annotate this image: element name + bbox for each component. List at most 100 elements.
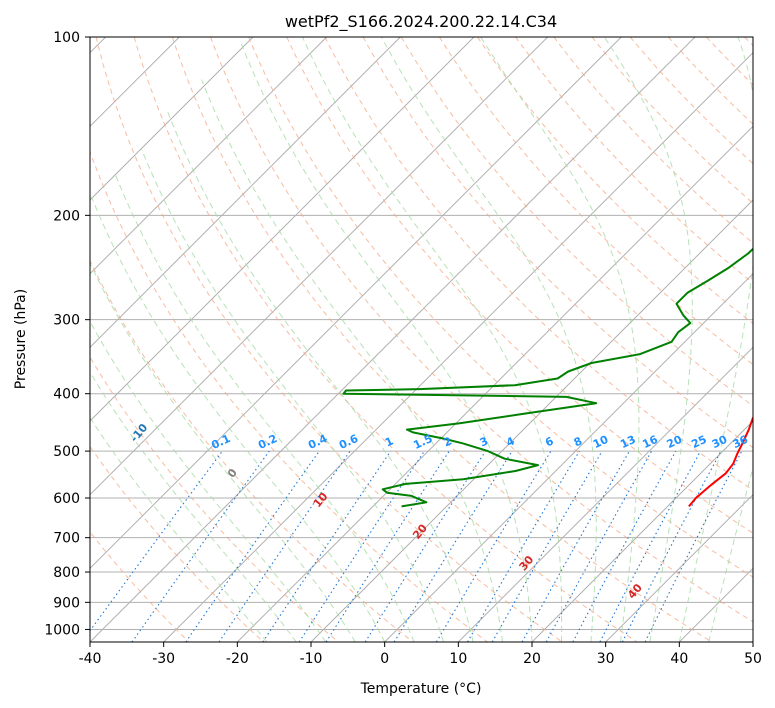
dry-adiabat bbox=[438, 37, 753, 366]
mixing-ratio-label: 16 bbox=[640, 433, 660, 451]
mixing-ratio-line bbox=[131, 450, 270, 642]
dry-adiabat bbox=[515, 37, 753, 284]
mixing-ratio-line bbox=[572, 450, 677, 642]
dry-adiabat bbox=[400, 37, 753, 407]
dry-adiabat bbox=[210, 37, 753, 623]
dry-adiabat bbox=[668, 37, 753, 125]
isotherm-line bbox=[90, 37, 696, 642]
isotherm-line bbox=[678, 567, 753, 642]
y-tick-label: 1000 bbox=[44, 622, 80, 638]
isoline-labels: 0.10.20.40.611.52346810131620253036-100-… bbox=[128, 421, 751, 601]
isotherm-line bbox=[384, 272, 753, 642]
x-tick-label: 30 bbox=[597, 651, 615, 667]
dry-adiabat bbox=[90, 531, 190, 642]
isotherm-line bbox=[90, 37, 549, 496]
y-tick-label: 300 bbox=[53, 313, 80, 329]
y-tick-label: 400 bbox=[53, 387, 80, 403]
moist-adiabat bbox=[708, 465, 753, 642]
dry-adiabat bbox=[706, 37, 753, 86]
isotherm-line bbox=[90, 37, 328, 275]
x-tick-label: 0 bbox=[380, 651, 389, 667]
x-tick-label: 10 bbox=[449, 651, 467, 667]
y-tick-label: 200 bbox=[53, 208, 80, 224]
y-tick-label: 600 bbox=[53, 491, 80, 507]
dry-adiabat bbox=[90, 150, 488, 642]
isotherm-line bbox=[236, 125, 753, 642]
dry-adiabat-label: 20 bbox=[410, 521, 430, 541]
moist-adiabat bbox=[678, 37, 753, 642]
dry-adiabat bbox=[362, 37, 753, 449]
y-tick-label: 900 bbox=[53, 595, 80, 611]
isotherm-line bbox=[752, 641, 753, 642]
dry-adiabat-label: 30 bbox=[517, 553, 537, 573]
dry-adiabat-label: 40 bbox=[625, 581, 645, 601]
mixing-ratio-line bbox=[393, 450, 513, 642]
mixing-ratio-label: 2 bbox=[442, 434, 454, 449]
mixing-ratio-label: 1 bbox=[383, 434, 395, 449]
mixing-ratio-line bbox=[435, 450, 552, 642]
mixing-ratio-label: 6 bbox=[543, 434, 556, 449]
isotherm-line bbox=[90, 37, 401, 349]
isotherm-line bbox=[90, 37, 622, 570]
mixing-ratio-label: 13 bbox=[618, 433, 637, 451]
dry-adiabat bbox=[133, 37, 638, 642]
dry-adiabat bbox=[248, 37, 753, 578]
mixing-ratio-label: 36 bbox=[731, 433, 751, 451]
x-tick-label: 40 bbox=[670, 651, 688, 667]
y-tick-label: 500 bbox=[53, 444, 80, 460]
dry-adiabat-label: -10 bbox=[128, 421, 151, 445]
dry-adiabat bbox=[591, 37, 753, 204]
y-axis-title: Pressure (hPa) bbox=[13, 289, 29, 389]
isotherm-line bbox=[605, 493, 753, 642]
dewpoint-profile-line bbox=[342, 247, 753, 508]
y-tick-label: 700 bbox=[53, 531, 80, 547]
moist-adiabat bbox=[240, 41, 533, 642]
mixing-ratio-line bbox=[185, 450, 320, 642]
isotherm-line bbox=[457, 346, 753, 642]
moist-adiabat bbox=[301, 37, 563, 642]
moist-adiabat bbox=[90, 371, 297, 642]
dry-adiabat bbox=[90, 356, 339, 642]
mixing-ratio-label: 20 bbox=[665, 433, 685, 451]
isotherm-line bbox=[310, 199, 753, 642]
moist-adiabat bbox=[90, 320, 327, 642]
isotherm-line bbox=[90, 37, 475, 422]
dry-adiabat bbox=[629, 37, 753, 165]
isotherm-line bbox=[531, 420, 753, 642]
moist-adiabat bbox=[380, 37, 597, 642]
x-tick-label: -30 bbox=[152, 651, 175, 667]
x-axis-title: Temperature (°C) bbox=[360, 681, 482, 697]
x-tick-label: -40 bbox=[79, 651, 102, 667]
x-tick-label: -10 bbox=[300, 651, 323, 667]
mixing-ratio-label: 30 bbox=[710, 433, 730, 451]
mixing-ratio-label: 3 bbox=[478, 434, 490, 449]
mixing-ratio-line bbox=[364, 450, 486, 642]
mixing-ratio-label: 8 bbox=[572, 434, 584, 449]
y-tick-label: 100 bbox=[53, 30, 80, 46]
mixing-ratio-line bbox=[325, 450, 450, 642]
mixing-ratio-label: 25 bbox=[689, 433, 708, 451]
mixing-ratio-line bbox=[644, 450, 743, 642]
x-tick-label: -20 bbox=[226, 651, 249, 667]
y-tick-label: 800 bbox=[53, 565, 80, 581]
dry-adiabat bbox=[90, 259, 414, 642]
mixing-ratio-line bbox=[90, 450, 223, 632]
moist-adiabat bbox=[91, 196, 386, 642]
moist-adiabat bbox=[90, 261, 356, 642]
moist-adiabat bbox=[167, 112, 474, 642]
mixing-ratio-line bbox=[298, 450, 425, 642]
background-lines bbox=[90, 37, 753, 642]
dry-adiabat bbox=[90, 445, 264, 642]
moist-adiabat bbox=[201, 79, 503, 642]
mixing-ratio-line bbox=[545, 450, 653, 642]
mixing-ratio-line bbox=[262, 450, 392, 642]
moist-adiabat bbox=[114, 173, 415, 642]
mixing-ratio-label: 10 bbox=[591, 433, 611, 451]
mixing-ratio-label: 0.1 bbox=[209, 432, 232, 452]
isotherm-line bbox=[90, 37, 254, 201]
mixing-ratio-line bbox=[467, 450, 580, 642]
moist-adiabat bbox=[140, 147, 445, 642]
moist-adiabat bbox=[603, 37, 693, 642]
